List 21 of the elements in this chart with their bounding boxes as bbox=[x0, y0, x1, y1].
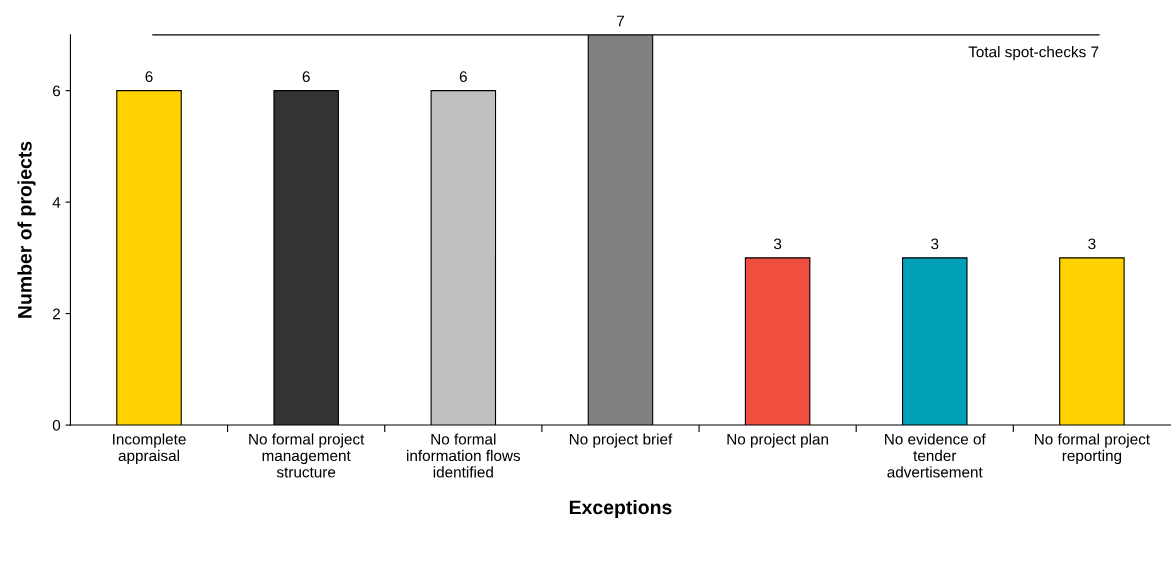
x-tick-label: No project plan bbox=[727, 433, 828, 448]
data-label: 6 bbox=[145, 71, 153, 83]
data-label: 3 bbox=[773, 238, 782, 250]
data-label: 6 bbox=[459, 71, 467, 83]
y-axis-title: Number of projects bbox=[17, 141, 36, 318]
data-label: 3 bbox=[1088, 238, 1096, 250]
x-tick-label: No evidence of tender advertisement bbox=[885, 433, 986, 478]
ref-line-label: Total spot-checks 7 bbox=[968, 46, 1099, 61]
y-tick-label: 2 bbox=[52, 308, 60, 320]
y-tick-label: 0 bbox=[52, 419, 61, 431]
data-label: 3 bbox=[931, 238, 939, 250]
x-axis-title: Exceptions bbox=[569, 500, 672, 519]
data-label: 7 bbox=[616, 15, 624, 27]
x-tick-label: Incomplete appraisal bbox=[113, 433, 186, 465]
x-tick-label: No project brief bbox=[569, 433, 673, 448]
data-label: 6 bbox=[302, 71, 310, 83]
x-tick-label: No formal information flows identified bbox=[407, 433, 521, 478]
x-tick-label: No formal project reporting bbox=[1035, 433, 1150, 465]
y-tick-label: 6 bbox=[53, 85, 61, 97]
y-tick-label: 4 bbox=[52, 197, 61, 208]
x-tick-label: No formal project management structure bbox=[249, 433, 365, 478]
